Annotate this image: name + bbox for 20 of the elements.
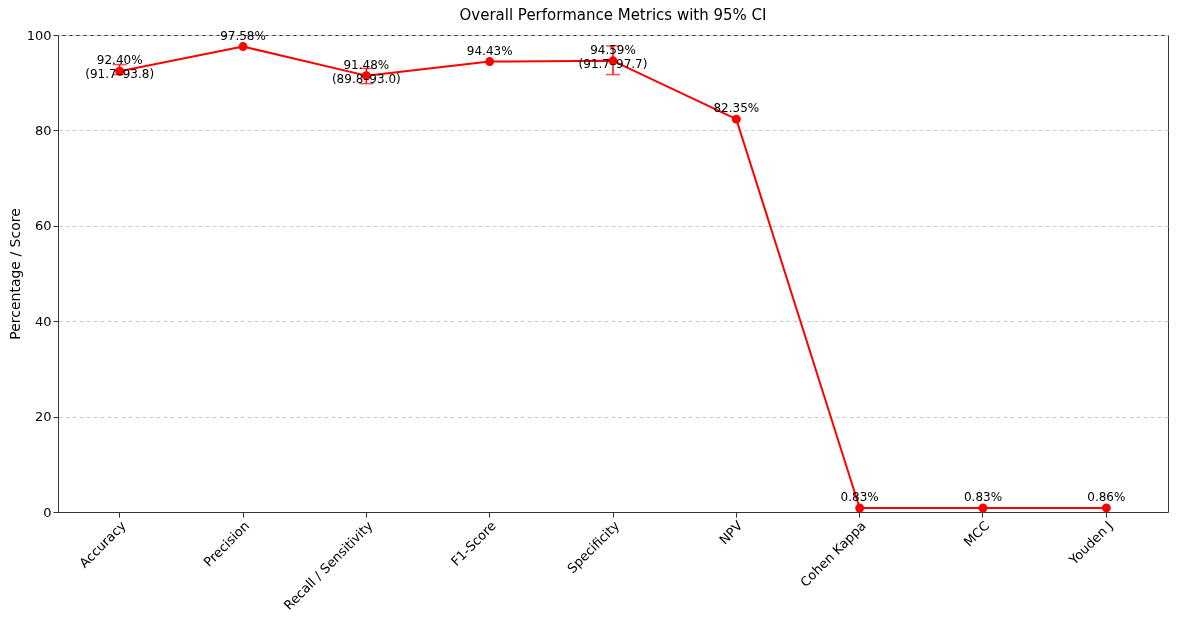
y-tick-label: 100	[26, 27, 52, 43]
chart-title: Overall Performance Metrics with 95% CI	[459, 6, 767, 24]
point	[978, 503, 988, 513]
data-label: 0.86%	[1087, 489, 1126, 504]
y-tick-label: 80	[34, 122, 52, 138]
data-label: 0.83%	[963, 490, 1003, 505]
y-tick-label: 20	[34, 409, 52, 425]
point	[238, 42, 248, 52]
data-label: 82.35%	[713, 101, 760, 116]
data-label: 92.40% (91.7–93.8)	[85, 53, 155, 82]
data-label: 97.58%	[220, 28, 266, 43]
y-tick-label: 60	[34, 218, 52, 234]
y-tick-label: 40	[34, 313, 52, 329]
point	[485, 57, 495, 67]
point	[731, 114, 741, 124]
y-axis-title: Percentage / Score	[6, 208, 23, 340]
y-tick-label: 0	[43, 504, 52, 520]
point	[1101, 503, 1111, 513]
data-label: 94.43%	[466, 43, 513, 58]
point	[855, 503, 865, 513]
